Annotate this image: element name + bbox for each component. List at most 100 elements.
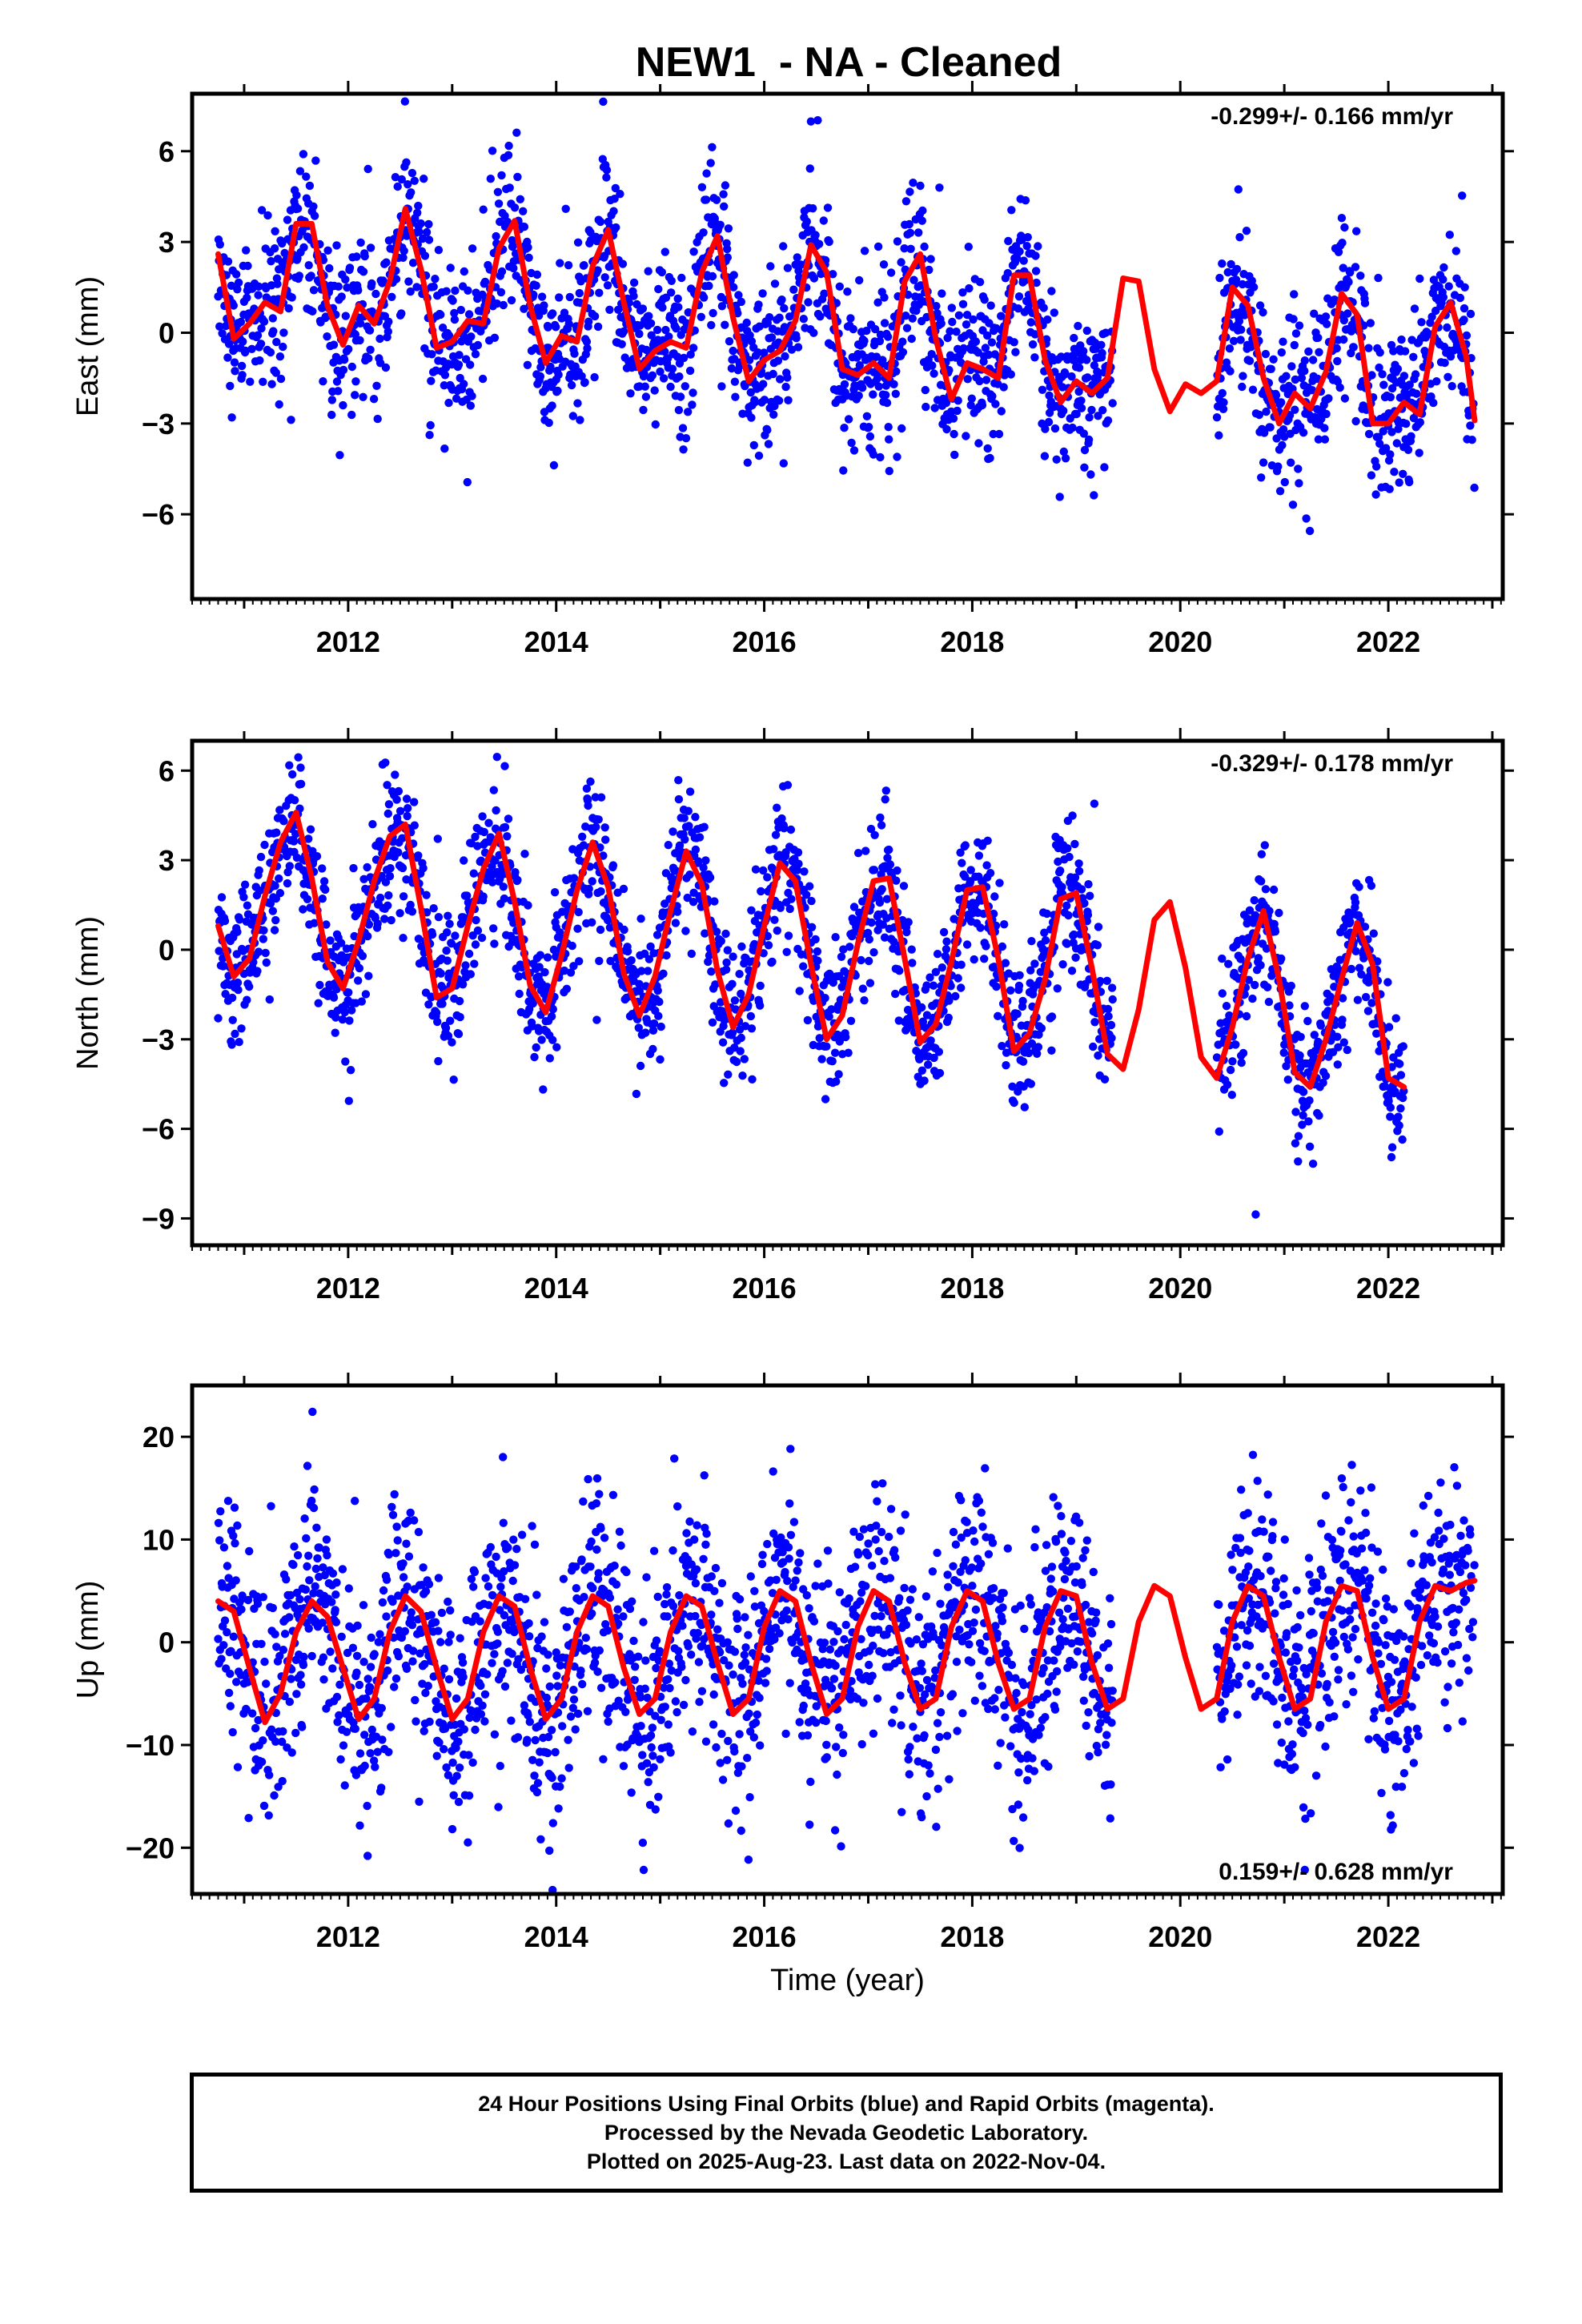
east-data-point — [1061, 454, 1070, 463]
north-data-point — [1314, 1038, 1323, 1047]
east-data-point — [367, 279, 376, 288]
east-data-point — [644, 267, 652, 275]
north-data-point — [1013, 1009, 1022, 1019]
east-data-point — [1019, 256, 1028, 265]
east-data-point — [984, 350, 994, 360]
east-data-point — [310, 211, 319, 220]
east-data-point — [408, 168, 417, 178]
up-data-point — [244, 1814, 253, 1823]
east-data-point — [784, 396, 793, 404]
north-data-point — [443, 928, 452, 937]
north-plot-frame — [190, 738, 1505, 1248]
east-data-point — [897, 258, 905, 267]
up-data-point — [227, 1647, 235, 1655]
east-data-point — [914, 228, 923, 237]
east-data-point — [1323, 320, 1331, 328]
east-data-point — [1082, 356, 1091, 364]
east-data-point — [909, 275, 918, 284]
east-data-point — [239, 337, 247, 346]
east-data-point — [783, 263, 793, 272]
east-data-point — [1248, 385, 1258, 394]
north-xtick-label: 2020 — [1148, 1272, 1212, 1305]
north-data-point — [1367, 999, 1376, 1007]
east-data-point — [1371, 490, 1380, 499]
north-data-point — [1456, 0, 1464, 4]
north-data-point — [1465, 0, 1473, 4]
east-data-point — [1261, 349, 1271, 359]
north-data-point — [1251, 980, 1259, 990]
north-data-point — [1447, 0, 1455, 4]
east-data-point — [647, 331, 656, 340]
east-data-point — [773, 356, 783, 365]
north-data-point — [1436, 0, 1444, 4]
east-data-point — [1239, 372, 1247, 380]
east-data-point — [347, 362, 356, 372]
east-data-point — [383, 327, 392, 336]
east-data-point — [1014, 292, 1024, 301]
north-data-point — [255, 886, 264, 895]
north-data-point — [986, 869, 995, 878]
north-data-point — [1000, 920, 1009, 929]
chart-title: NEW1 - NA - Cleaned — [636, 39, 1062, 86]
east-data-point — [958, 300, 968, 308]
east-data-point — [959, 344, 968, 353]
north-data-point — [1419, 0, 1427, 4]
east-data-point — [1277, 348, 1287, 357]
east-xtick-label: 2012 — [316, 625, 380, 658]
north-data-point — [1403, 0, 1411, 4]
north-data-point — [434, 1056, 443, 1066]
east-data-point — [1022, 242, 1031, 251]
east-data-point — [1295, 479, 1303, 488]
east-data-point — [580, 378, 589, 387]
east-data-point — [397, 175, 406, 184]
east-data-point — [283, 215, 292, 224]
east-data-point — [554, 370, 563, 380]
north-data-point — [1014, 1087, 1022, 1096]
north-data-point — [784, 931, 793, 940]
north-ytick-label: 6 — [159, 754, 175, 787]
north-data-point — [1271, 927, 1280, 936]
north-data-point — [237, 1024, 246, 1033]
north-data-point — [1426, 0, 1434, 4]
east-data-point — [733, 309, 742, 318]
north-data-point — [837, 952, 846, 962]
north-data-point — [511, 868, 520, 877]
east-data-point — [1447, 382, 1456, 391]
east-data-point — [1238, 382, 1247, 392]
east-data-point — [508, 241, 517, 250]
east-data-point — [997, 407, 1006, 416]
north-data-point — [442, 946, 451, 955]
north-data-point — [1001, 959, 1010, 967]
north-xtick-label: 2016 — [733, 1272, 797, 1305]
north-data-point — [1245, 906, 1255, 915]
north-data-point — [532, 1043, 540, 1052]
east-data-point — [792, 334, 801, 343]
east-data-point — [540, 301, 548, 310]
east-data-point — [414, 201, 423, 211]
north-data-point — [1466, 0, 1474, 4]
north-data-point — [740, 1055, 749, 1063]
east-data-point — [1028, 340, 1038, 349]
east-data-point — [880, 293, 889, 302]
east-data-point — [400, 97, 409, 106]
east-data-point — [686, 350, 695, 359]
east-data-point — [685, 366, 695, 376]
east-data-point — [1344, 277, 1353, 287]
north-data-point — [699, 863, 708, 872]
north-data-point — [858, 984, 868, 993]
east-data-point — [455, 351, 464, 360]
north-data-point — [961, 841, 970, 850]
north-data-point — [402, 794, 412, 803]
east-data-point — [724, 224, 733, 233]
east-data-point — [905, 187, 914, 196]
north-data-point — [957, 983, 966, 992]
north-data-point — [1343, 1045, 1352, 1055]
east-data-point — [428, 350, 436, 359]
north-data-point — [304, 834, 313, 843]
east-data-point — [568, 412, 577, 420]
north-data-point — [1218, 989, 1227, 998]
east-data-point — [327, 410, 336, 420]
east-data-point — [1300, 367, 1309, 376]
north-data-point — [1443, 0, 1451, 4]
east-data-point — [855, 361, 865, 370]
